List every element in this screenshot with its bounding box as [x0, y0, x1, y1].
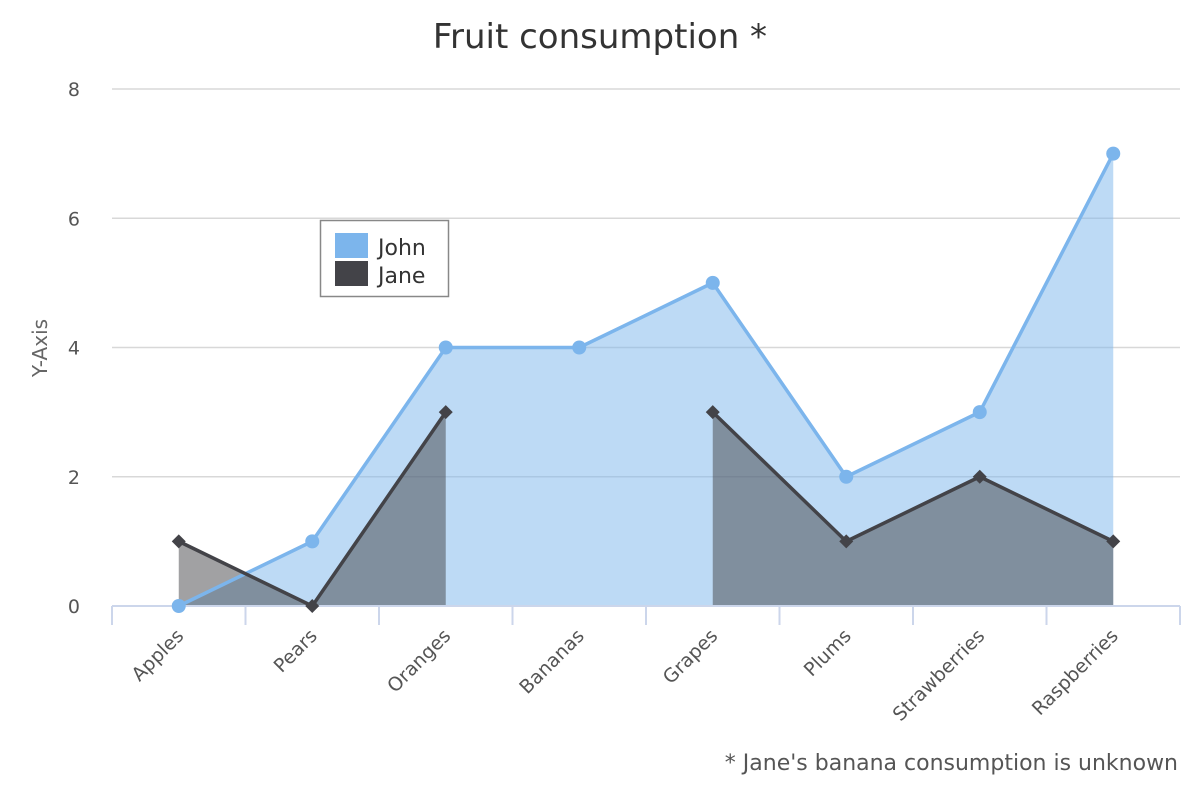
jane-point-raspberries[interactable]: [1106, 534, 1121, 549]
x-tick-label-bananas: Bananas: [515, 625, 589, 699]
x-tick-label-apples: Apples: [127, 625, 188, 686]
series-markers: [171, 146, 1121, 613]
x-tick-label-pears: Pears: [270, 625, 322, 677]
y-tick-label-6: 6: [68, 208, 80, 230]
jane-point-pears[interactable]: [305, 599, 320, 613]
jane-point-apples[interactable]: [171, 534, 186, 549]
legend-label-jane[interactable]: Jane: [376, 264, 425, 289]
john-point-pears[interactable]: [305, 534, 320, 549]
y-tick-label-0: 0: [68, 596, 80, 618]
jane-point-oranges[interactable]: [438, 405, 453, 420]
jane-point-strawberries[interactable]: [972, 469, 987, 484]
x-tick-label-oranges: Oranges: [383, 625, 455, 697]
john-point-oranges[interactable]: [438, 340, 453, 355]
john-point-bananas[interactable]: [572, 340, 587, 355]
john-line-0: [177, 152, 1115, 608]
jane-area-0: [178, 412, 446, 606]
x-tick-label-plums: Plums: [800, 625, 856, 681]
x-axis-ticks: Apples Pears Oranges Bananas Grapes Plums Stra…: [127, 625, 1122, 726]
jane-point-plums[interactable]: [839, 534, 854, 549]
y-axis-label: Y-Axis: [28, 319, 52, 378]
x-tick-label-grapes: Grapes: [659, 625, 723, 689]
chart-caption: * Jane's banana consumption is unknown: [725, 751, 1178, 776]
john-point-strawberries[interactable]: [972, 405, 987, 420]
y-tick-label-2: 2: [68, 467, 80, 489]
jane-line-1: [711, 410, 1115, 544]
x-axis: [111, 605, 1181, 625]
legend-swatch-john: [335, 233, 368, 258]
legend: John Jane: [319, 219, 450, 298]
john-point-grapes[interactable]: [705, 275, 720, 290]
john-point-plums[interactable]: [839, 469, 854, 484]
jane-point-grapes[interactable]: [705, 405, 720, 420]
legend-label-john[interactable]: John: [376, 236, 426, 261]
john-point-raspberries[interactable]: [1106, 146, 1121, 161]
x-tick-label-raspberries: Raspberries: [1028, 625, 1123, 720]
x-tick-label-strawberries: Strawberries: [889, 625, 990, 726]
y-axis-ticks: 0 2 4 6 8: [68, 79, 80, 618]
legend-swatch-jane: [335, 261, 368, 286]
series-areas: [178, 153, 1114, 606]
y-tick-label-4: 4: [68, 338, 80, 360]
chart-title: Fruit consumption *: [433, 17, 767, 57]
john-point-apples[interactable]: [171, 599, 186, 613]
y-tick-label-8: 8: [68, 79, 80, 101]
